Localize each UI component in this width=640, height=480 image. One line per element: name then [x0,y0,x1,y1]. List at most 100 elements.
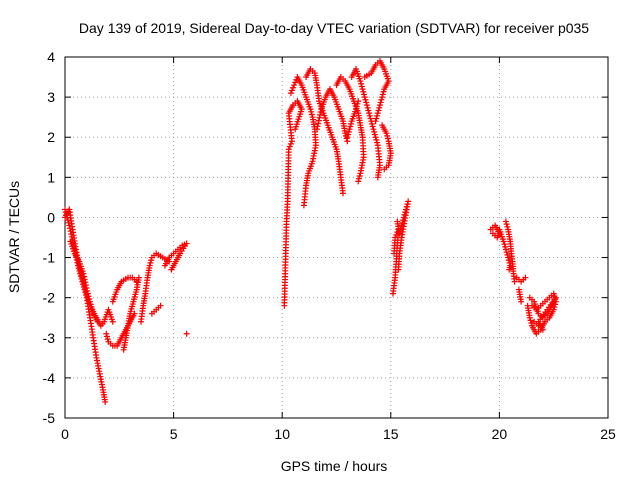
data-point [342,130,349,137]
data-point [503,221,510,228]
data-point [146,262,153,269]
data-point [291,82,298,89]
data-point [355,178,362,185]
data-point [358,83,365,90]
data-point [315,120,322,127]
data-point [347,120,354,127]
data-point [344,134,351,141]
data-point [135,274,142,281]
data-point [109,318,116,325]
data-point [528,320,535,327]
data-point [383,130,390,137]
data-point [355,175,362,182]
data-point [287,90,294,97]
data-point [372,118,379,125]
data-point [290,84,297,91]
data-point [102,398,109,405]
data-point [372,134,379,141]
data-point [489,230,496,237]
y-tick-label: 3 [47,89,55,105]
data-point [374,139,381,146]
data-point [314,123,321,130]
data-point [518,298,525,305]
data-point [345,131,352,138]
y-tick-label: 2 [47,129,55,145]
data-point [86,298,93,305]
data-point [148,257,155,264]
data-point [103,330,110,337]
y-axis-title: SDTVAR / TECUs [6,181,22,293]
x-tick-label: 10 [274,426,290,442]
data-point [84,287,91,294]
data-point [315,117,322,124]
data-point [375,107,382,114]
data-point [367,115,374,122]
data-point [379,91,386,98]
data-point [133,278,140,285]
data-point [369,123,376,130]
data-point [355,98,362,105]
data-point [366,110,373,117]
data-point [292,126,299,133]
data-point [371,131,378,138]
y-tick-label: 1 [47,169,55,185]
data-point [373,115,380,122]
data-point [317,109,324,116]
data-point [364,104,371,111]
data-point [511,278,518,285]
data-point [292,79,299,86]
data-point [374,110,381,117]
data-point [522,274,529,281]
data-point [81,273,88,280]
data-point [347,123,354,130]
data-point [506,266,513,273]
data-point [285,146,292,153]
x-tick-label: 20 [492,426,508,442]
data-point [384,132,391,139]
data-point [381,166,388,173]
data-point [363,99,370,106]
data-point [551,304,558,311]
data-point [502,246,509,253]
data-point [343,135,350,142]
data-point [313,126,320,133]
x-tick-label: 0 [61,426,69,442]
chart-title: Day 139 of 2019, Sidereal Day-to-day VTE… [79,20,589,36]
data-point [376,102,383,109]
data-point [359,86,366,93]
data-point [346,126,353,133]
data-point [308,111,315,118]
data-point [84,290,91,297]
data-point [377,99,384,106]
axis-ticks [64,56,609,419]
x-tick-label: 5 [170,426,178,442]
data-point [147,259,154,266]
y-tick-label: -5 [43,410,56,426]
data-points [62,58,559,405]
data-point [86,296,93,303]
data-point [531,318,538,325]
y-tick-label: -2 [43,290,56,306]
data-point [505,257,512,264]
y-axis-tick-labels: -5 -4 -3 -2 -1 0 1 2 3 4 [43,49,56,426]
data-point [376,104,383,111]
data-point [316,114,323,121]
grid-lines [65,57,608,418]
data-point [363,102,370,109]
data-point [307,106,314,113]
data-point [353,103,360,110]
data-point [88,304,95,311]
data-point [81,276,88,283]
data-point [370,126,377,133]
data-point [288,87,295,94]
data-point [357,170,364,177]
data-point [526,314,533,321]
data-point [361,91,368,98]
data-point [380,88,387,95]
data-point [83,284,90,291]
data-point [500,238,507,245]
data-point [104,336,111,343]
data-point [357,78,364,85]
data-point [504,223,511,230]
